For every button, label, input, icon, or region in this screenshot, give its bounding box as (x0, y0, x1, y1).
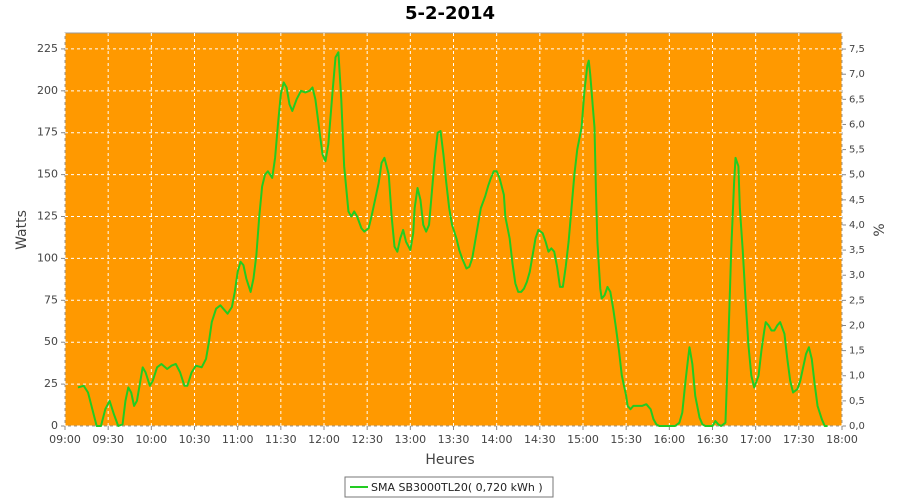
y-tick-label: 0 (51, 419, 58, 432)
x-tick-label: 17:00 (740, 433, 772, 446)
x-tick-label: 09:00 (49, 433, 81, 446)
y2-tick-label: 7,5 (849, 44, 865, 55)
x-tick-label: 14:00 (481, 433, 513, 446)
y2-tick-label: 5,5 (849, 145, 865, 156)
x-tick-label: 10:00 (135, 433, 167, 446)
y-tick-label: 50 (44, 335, 58, 348)
x-tick-label: 11:00 (222, 433, 254, 446)
x-tick-label: 16:00 (653, 433, 685, 446)
y-tick-label: 125 (37, 210, 58, 223)
legend-box (344, 476, 554, 498)
y-tick-label: 75 (44, 293, 58, 306)
x-tick-label: 11:30 (265, 433, 297, 446)
y-tick-label: 175 (37, 126, 58, 139)
y2-tick-label: 3,0 (849, 270, 865, 281)
y-axis-title: Watts (14, 210, 30, 250)
x-tick-label: 13:30 (438, 433, 470, 446)
y2-tick-label: 4,5 (849, 195, 865, 206)
y2-tick-label: 2,0 (849, 320, 865, 331)
y-tick-label: 200 (37, 84, 58, 97)
y2-tick-label: 0,0 (849, 421, 865, 432)
x-axis-title: Heures (425, 452, 474, 468)
x-tick-label: 18:00 (826, 433, 858, 446)
chart-title: 5-2-2014 (405, 3, 495, 24)
y2-tick-label: 0,5 (849, 396, 865, 407)
legend-label: SMA SB3000TL20( 0,720 kWh ) (371, 481, 543, 494)
y-tick-label: 150 (37, 168, 58, 181)
x-tick-label: 09:30 (92, 433, 124, 446)
x-tick-label: 13:00 (394, 433, 426, 446)
y-tick-label: 100 (37, 251, 58, 264)
y2-tick-label: 1,0 (849, 371, 865, 382)
x-tick-label: 16:30 (697, 433, 729, 446)
data-line (77, 51, 828, 427)
x-tick-label: 17:30 (783, 433, 815, 446)
legend: SMA SB3000TL20( 0,720 kWh ) (344, 476, 554, 498)
y2-tick-label: 5,0 (849, 170, 865, 181)
y2-tick-label: 3,5 (849, 245, 865, 256)
x-tick-label: 12:00 (308, 433, 340, 446)
y2-axis-title: % (872, 223, 888, 236)
y-tick-label: 25 (44, 377, 58, 390)
x-tick-label: 14:30 (524, 433, 556, 446)
x-tick-label: 12:30 (351, 433, 383, 446)
y2-tick-label: 1,5 (849, 346, 865, 357)
x-tick-label: 15:00 (567, 433, 599, 446)
x-tick-label: 15:30 (610, 433, 642, 446)
y2-tick-label: 7,0 (849, 69, 865, 80)
y2-tick-label: 4,0 (849, 220, 865, 231)
y2-tick-label: 6,0 (849, 119, 865, 130)
y2-tick-label: 2,5 (849, 295, 865, 306)
x-tick-label: 10:30 (179, 433, 211, 446)
y-tick-label: 225 (37, 42, 58, 55)
y2-tick-label: 6,5 (849, 94, 865, 105)
